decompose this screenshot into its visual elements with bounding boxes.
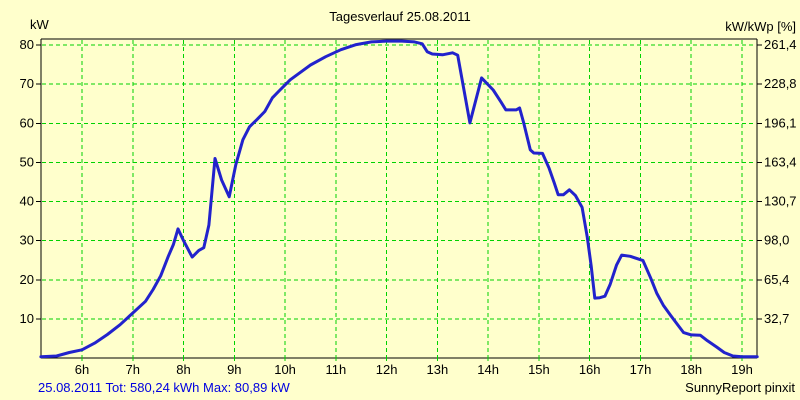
left-axis-tick-label: 60 bbox=[20, 115, 34, 130]
x-axis-tick-label: 15h bbox=[528, 362, 550, 377]
right-axis-tick-label: 32,7 bbox=[764, 311, 789, 326]
x-axis-tick-label: 19h bbox=[731, 362, 753, 377]
right-axis-unit-label: kW/kWp [%] bbox=[725, 19, 796, 34]
x-axis-tick-label: 10h bbox=[274, 362, 296, 377]
x-axis-tick-label: 13h bbox=[427, 362, 449, 377]
left-axis-tick-label: 80 bbox=[20, 37, 34, 52]
chart-title: Tagesverlauf 25.08.2011 bbox=[329, 9, 471, 24]
right-axis-tick-label: 163,4 bbox=[764, 154, 797, 169]
x-axis-tick-label: 7h bbox=[126, 362, 140, 377]
x-axis-tick-label: 8h bbox=[176, 362, 190, 377]
left-axis-tick-label: 20 bbox=[20, 272, 34, 287]
right-axis-tick-label: 65,4 bbox=[764, 272, 789, 287]
left-axis-tick-label: 50 bbox=[20, 154, 34, 169]
x-axis-tick-label: 17h bbox=[630, 362, 652, 377]
x-axis-tick-label: 9h bbox=[227, 362, 241, 377]
x-axis-tick-label: 11h bbox=[325, 362, 346, 377]
right-axis-tick-label: 196,1 bbox=[764, 115, 797, 130]
right-axis-tick-label: 261,4 bbox=[764, 37, 797, 52]
left-axis-tick-label: 70 bbox=[20, 76, 34, 91]
right-axis-tick-label: 130,7 bbox=[764, 194, 797, 209]
x-axis-tick-label: 14h bbox=[477, 362, 499, 377]
x-axis-tick-label: 18h bbox=[680, 362, 702, 377]
left-axis-tick-label: 10 bbox=[20, 311, 34, 326]
x-axis-tick-label: 12h bbox=[376, 362, 398, 377]
x-axis-tick-label: 6h bbox=[75, 362, 89, 377]
right-axis-tick-label: 98,0 bbox=[764, 233, 789, 248]
right-axis-tick-label: 228,8 bbox=[764, 76, 797, 91]
footer-credit: SunnyReport pinxit bbox=[685, 380, 795, 395]
left-axis-unit-label: kW bbox=[30, 17, 49, 32]
left-axis-tick-label: 30 bbox=[20, 233, 34, 248]
left-axis-tick-label: 40 bbox=[20, 194, 34, 209]
x-axis-tick-label: 16h bbox=[579, 362, 601, 377]
power-curve bbox=[39, 39, 759, 359]
footer-summary: 25.08.2011 Tot: 580,24 kWh Max: 80,89 kW bbox=[38, 380, 290, 395]
